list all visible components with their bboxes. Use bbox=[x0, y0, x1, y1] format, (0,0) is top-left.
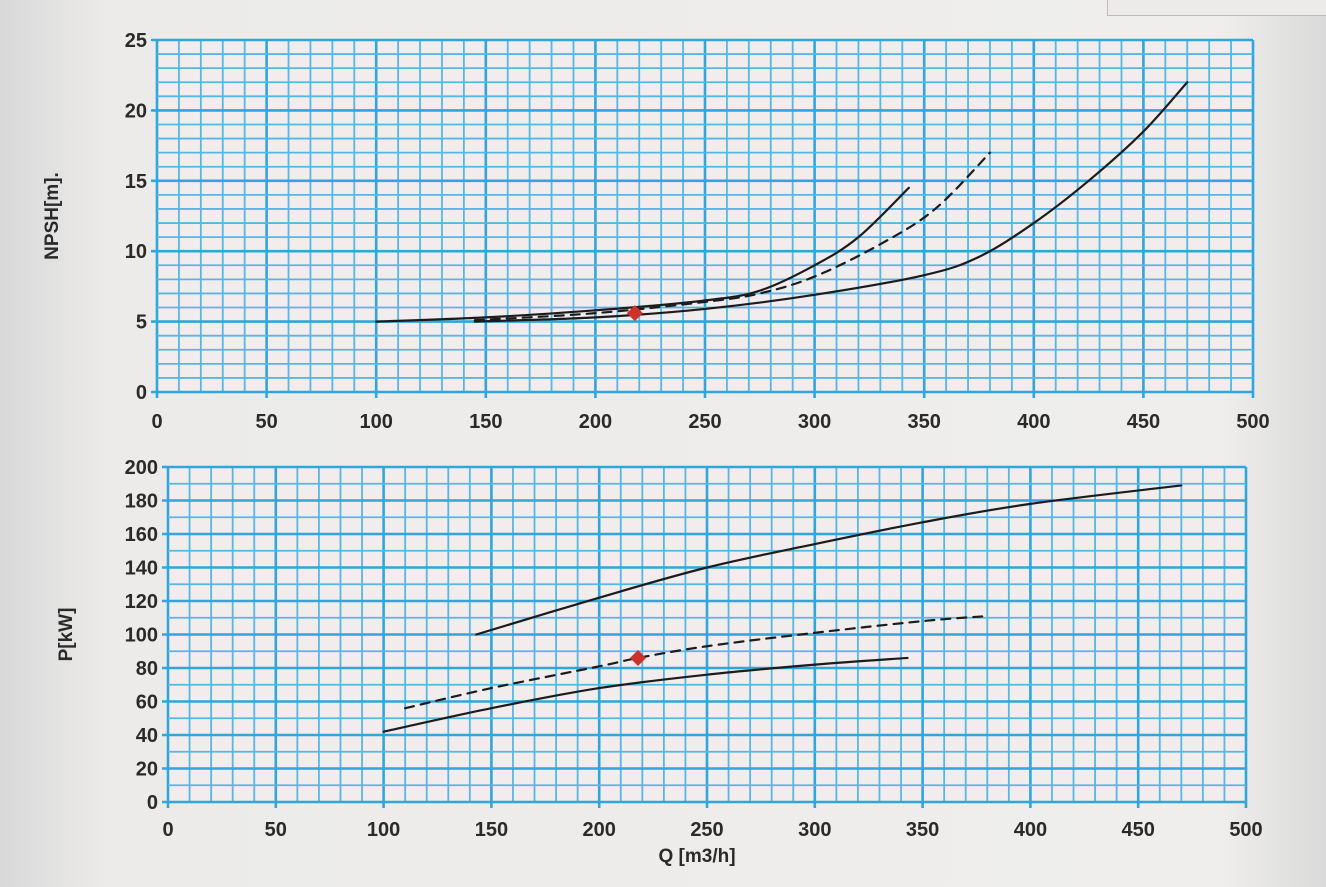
x-tick-label: 150 bbox=[475, 819, 508, 841]
y-tick-label: 100 bbox=[125, 625, 158, 647]
y-tick-label: 60 bbox=[136, 692, 158, 714]
y-tick-label: 5 bbox=[136, 312, 147, 334]
x-tick-label: 200 bbox=[583, 819, 616, 841]
series-curve-duty bbox=[473, 151, 992, 322]
x-tick-label: 50 bbox=[265, 819, 287, 841]
x-axis-title: Q [m3/h] bbox=[658, 846, 735, 867]
power-chart: 0 50 100 150 200 250 300 350 400 450 500 0 20 40 60 80 1… bbox=[56, 457, 1263, 867]
x-tick-label: 100 bbox=[367, 819, 400, 841]
x-tick-label: 0 bbox=[151, 411, 162, 433]
corner-panel bbox=[1107, 0, 1326, 16]
x-tick-label: 300 bbox=[798, 411, 831, 433]
series-curve-duty bbox=[404, 614, 989, 710]
y-tick-label: 20 bbox=[125, 100, 147, 122]
x-tick-label: 450 bbox=[1127, 411, 1160, 433]
duty-point-marker bbox=[626, 305, 643, 322]
y-tick-label: 120 bbox=[125, 591, 158, 613]
x-tick-label: 250 bbox=[690, 819, 723, 841]
y-tick-label: 15 bbox=[125, 171, 147, 193]
series-curve-small bbox=[382, 656, 909, 733]
x-tick-label: 200 bbox=[579, 411, 612, 433]
x-tick-label: 250 bbox=[688, 411, 721, 433]
x-tick-label: 500 bbox=[1229, 819, 1262, 841]
x-tick-label: 0 bbox=[162, 819, 173, 841]
x-tick-label: 350 bbox=[908, 411, 941, 433]
y-tick-label: 40 bbox=[136, 725, 158, 747]
y-tick-label: 20 bbox=[136, 759, 158, 781]
y-tick-label: 200 bbox=[125, 457, 158, 479]
y-tick-label: 0 bbox=[136, 382, 147, 404]
x-tick-label: 350 bbox=[906, 819, 939, 841]
series-curve-large bbox=[475, 484, 1183, 636]
x-tick-label: 50 bbox=[255, 411, 277, 433]
x-tick-label: 100 bbox=[360, 411, 393, 433]
series-curve-small bbox=[375, 186, 910, 323]
y-tick-label: 180 bbox=[125, 491, 158, 513]
y-tick-label: 140 bbox=[125, 558, 158, 580]
duty-point-marker bbox=[630, 649, 647, 666]
npsh-chart: 0 50 100 150 200 250 300 350 400 450 500 0 5 10 15 20 25… bbox=[42, 30, 1270, 433]
x-tick-label: 150 bbox=[469, 411, 502, 433]
x-tick-label: 400 bbox=[1017, 411, 1050, 433]
y-tick-label: 160 bbox=[125, 524, 158, 546]
y-tick-label: 80 bbox=[136, 658, 158, 680]
x-tick-label: 450 bbox=[1122, 819, 1155, 841]
grid bbox=[162, 465, 1248, 808]
x-tick-label: 400 bbox=[1014, 819, 1047, 841]
y-axis-title: NPSH[m]. bbox=[42, 172, 63, 260]
y-tick-label: 25 bbox=[125, 30, 147, 52]
x-tick-label: 500 bbox=[1236, 411, 1269, 433]
y-tick-label: 10 bbox=[125, 241, 147, 263]
x-tick-label: 300 bbox=[798, 819, 831, 841]
y-tick-label: 0 bbox=[147, 792, 158, 814]
y-axis-title: P[kW] bbox=[56, 608, 77, 662]
